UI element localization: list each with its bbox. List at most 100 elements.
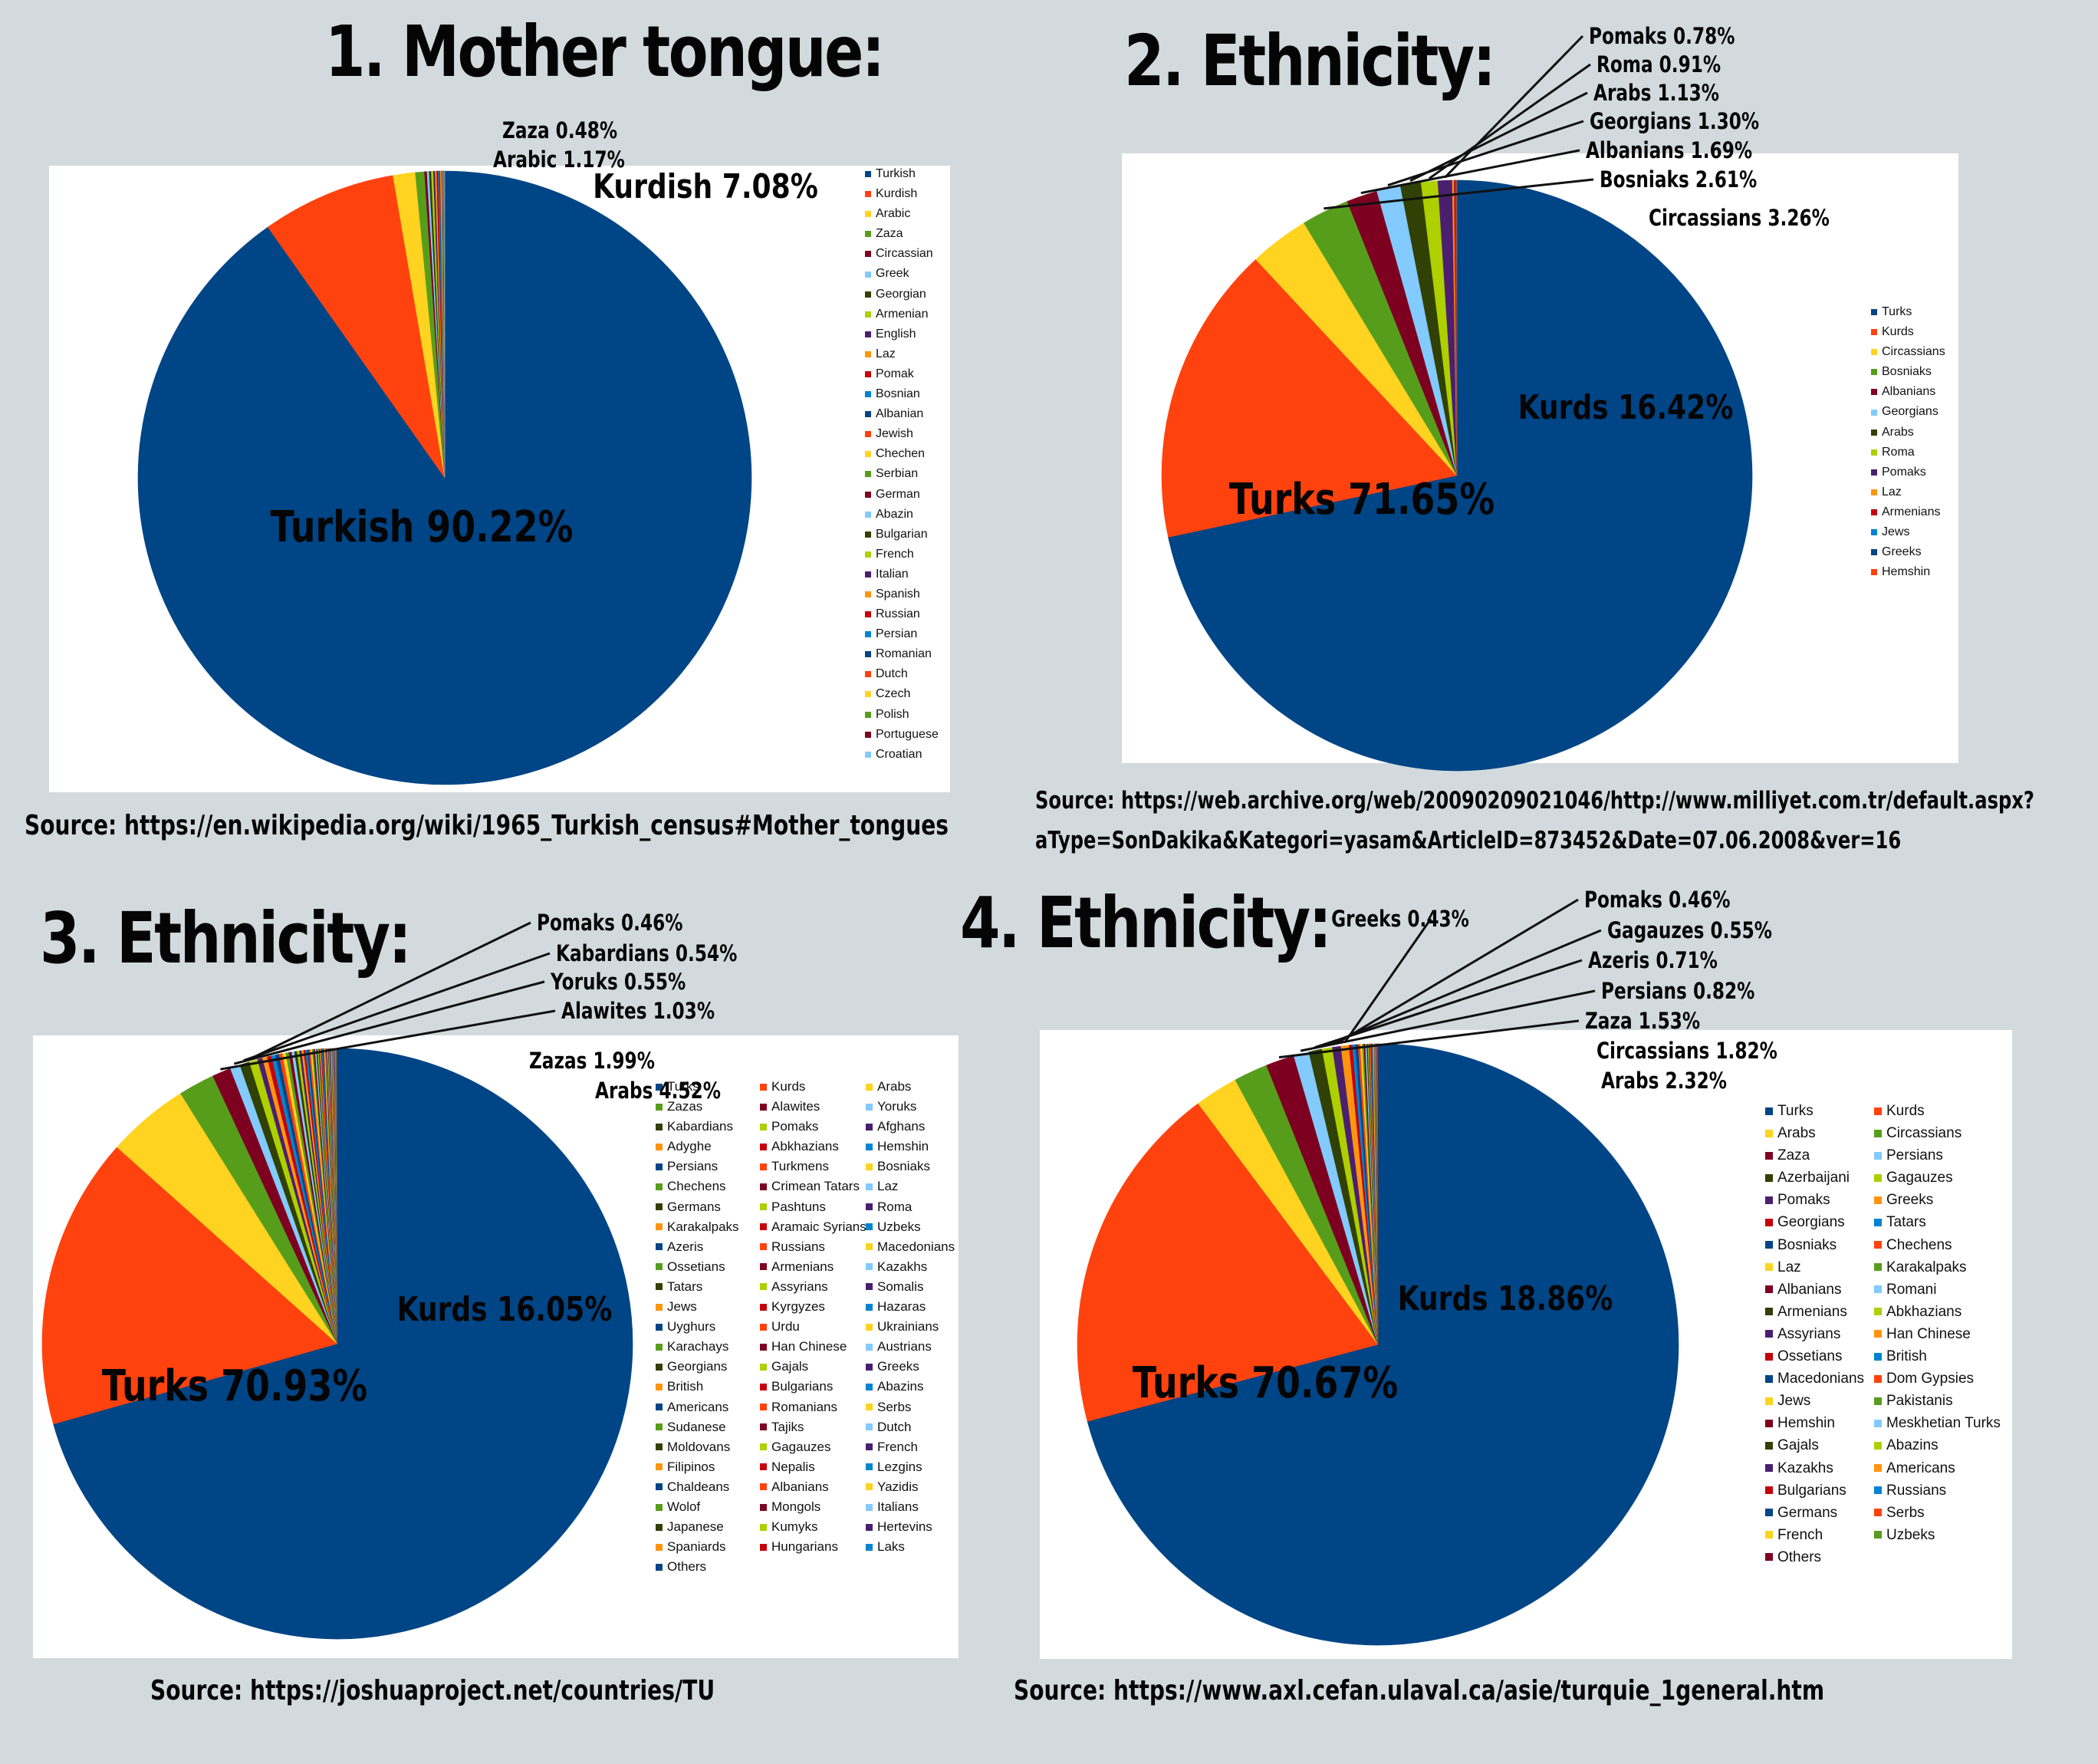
slice-label: Yoruks 0.55%: [550, 970, 686, 996]
legend-label: Abkhazians: [1886, 1303, 1962, 1320]
legend-swatch: [760, 1383, 767, 1390]
legend-item: Gajals: [1765, 1434, 1874, 1456]
legend-label: Jews: [1882, 525, 1910, 539]
legend-label: Bulgarians: [1777, 1482, 1846, 1499]
legend-item: Gagauzes: [1874, 1167, 2001, 1189]
legend-item: Arabs: [866, 1077, 967, 1097]
legend-item: Serbian: [865, 464, 939, 484]
legend-item: Jews: [656, 1297, 760, 1317]
legend-label: Karachays: [667, 1339, 729, 1354]
legend-swatch: [865, 651, 871, 658]
slice-label: Circassians 3.26%: [1649, 206, 1830, 232]
legend-item: Karakalpaks: [656, 1217, 760, 1237]
legend-swatch: [866, 1483, 873, 1491]
legend-label: French: [877, 1439, 918, 1454]
legend-item: Albanians: [1871, 382, 1945, 402]
legend-swatch: [865, 551, 871, 558]
legend-item: Alawites: [760, 1097, 866, 1117]
legend-item: Tajiks: [760, 1417, 866, 1437]
slice-label: Greeks 0.43%: [1331, 907, 1469, 933]
legend-item: Moldovans: [656, 1437, 760, 1457]
legend-label: Meskhetian Turks: [1886, 1415, 2001, 1432]
legend-label: Americans: [1886, 1460, 1955, 1476]
legend-item: Karachays: [656, 1337, 760, 1357]
legend-item: Pomaks: [1765, 1189, 1874, 1211]
legend-label: Dom Gypsies: [1886, 1371, 1975, 1387]
legend-label: Italians: [877, 1499, 919, 1514]
legend-label: Hemshin: [877, 1139, 929, 1154]
legend-label: Uyghurs: [667, 1319, 716, 1335]
source-ethnicity-2-line1: Source: https://web.archive.org/web/2009…: [1035, 787, 2034, 815]
legend-label: Croatian: [876, 747, 922, 761]
legend-label: Germans: [667, 1199, 721, 1214]
legend-item: Dutch: [866, 1417, 967, 1437]
legend-item: Americans: [656, 1397, 760, 1417]
legend-label: British: [1886, 1348, 1927, 1365]
legend-swatch: [865, 571, 871, 578]
legend-item: Wolof: [656, 1497, 760, 1517]
legend-label: Hemshin: [1882, 565, 1931, 579]
legend-label: Romanians: [771, 1399, 837, 1414]
legend-swatch: [1874, 1129, 1882, 1137]
legend-swatch: [866, 1203, 873, 1211]
legend-swatch: [656, 1203, 663, 1211]
legend-item: Chaldeans: [656, 1477, 760, 1497]
legend-label: Laz: [1777, 1259, 1801, 1275]
legend-label: Bosnian: [876, 387, 920, 401]
leader-line: [1360, 149, 1580, 195]
legend-label: Albanians: [1777, 1281, 1842, 1298]
legend-item: British: [656, 1377, 760, 1397]
legend-swatch: [866, 1383, 873, 1390]
legend-label: Bosniaks: [877, 1159, 930, 1174]
legend-swatch: [866, 1523, 873, 1531]
legend-swatch: [1765, 1374, 1773, 1383]
legend-item: Yazidis: [866, 1477, 967, 1497]
legend-item: Bosniaks: [866, 1157, 967, 1177]
legend-label: Assyrians: [771, 1279, 828, 1294]
legend-label: Zaza: [876, 227, 903, 241]
legend-item: Americans: [1874, 1457, 2001, 1479]
legend-swatch: [1871, 529, 1877, 536]
legend-item: Arabs: [1871, 423, 1945, 443]
legend-swatch: [656, 1443, 663, 1451]
legend-item: Chechens: [1874, 1234, 2001, 1256]
legend-item: German: [865, 485, 939, 505]
legend-swatch: [656, 1383, 663, 1390]
legend-swatch: [1871, 349, 1877, 356]
legend-item: Mongols: [760, 1497, 866, 1517]
legend-item: Georgians: [1765, 1211, 1874, 1233]
legend-item: Kazakhs: [866, 1257, 967, 1277]
legend-swatch: [1874, 1352, 1882, 1361]
legend-swatch: [866, 1163, 873, 1170]
legend-label: Romani: [1886, 1281, 1937, 1298]
legend-item: Germans: [1765, 1502, 1874, 1524]
legend-swatch: [760, 1203, 767, 1211]
legend-label: Abkhazians: [771, 1139, 839, 1154]
legend-swatch: [656, 1423, 663, 1431]
leader-line: [243, 952, 551, 1062]
legend-swatch: [656, 1163, 663, 1170]
legend-swatch: [1871, 309, 1877, 316]
slice-label: Kurds 16.42%: [1518, 389, 1734, 427]
legend-item: Greeks: [1871, 542, 1945, 562]
pie-mother-tongue: Turkish 90.22% Kurdish 7.08%Arabic 1.17% Z…: [137, 119, 818, 785]
legend-swatch: [1765, 1441, 1773, 1450]
legend-item: Uzbeks: [866, 1217, 967, 1237]
legend-label: Georgians: [1777, 1214, 1845, 1231]
legend-swatch: [1871, 389, 1877, 396]
legend-swatch: [656, 1123, 663, 1130]
legend-label: Ossetians: [1777, 1348, 1843, 1365]
slice-label: Zaza 0.48%: [502, 119, 617, 144]
legend-swatch: [656, 1523, 663, 1531]
legend-label: Georgian: [876, 287, 926, 301]
legend-item: Georgian: [865, 285, 939, 304]
legend-label: Persians: [1886, 1147, 1943, 1164]
legend-swatch: [866, 1243, 873, 1251]
legend-item: Kurdish: [865, 184, 939, 204]
legend-label: Tatars: [667, 1279, 703, 1294]
legend-item: Hungarians: [760, 1537, 866, 1557]
legend-swatch: [760, 1143, 767, 1150]
legend-swatch: [865, 331, 871, 337]
legend-swatch: [1765, 1419, 1773, 1427]
legend-label: Others: [1777, 1548, 1822, 1565]
